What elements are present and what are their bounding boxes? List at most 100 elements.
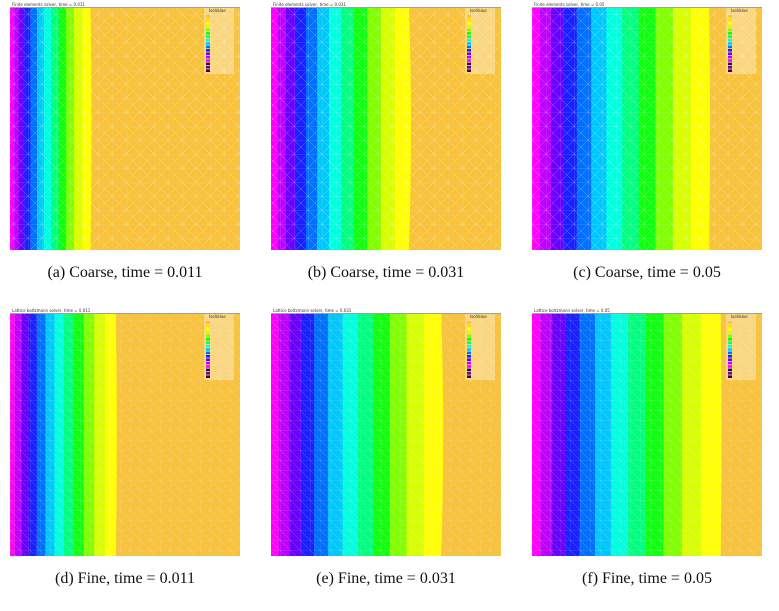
legend-swatch bbox=[206, 355, 210, 358]
legend-swatch bbox=[467, 42, 471, 45]
legend-title: IsoValue bbox=[209, 314, 226, 319]
legend-swatch bbox=[728, 28, 732, 32]
legend-swatch bbox=[467, 21, 471, 25]
legend-swatch bbox=[467, 69, 471, 72]
legend-swatch bbox=[206, 25, 210, 28]
plot-title: Finite elements solver, time = 0.05 bbox=[534, 2, 605, 7]
legend-swatch bbox=[467, 15, 471, 18]
legend-swatch bbox=[206, 69, 210, 72]
panel: Finite elements solver, time = 0.05 IsoVa… bbox=[532, 2, 762, 281]
legend-swatch bbox=[467, 358, 471, 361]
legend-swatch bbox=[206, 18, 210, 21]
legend-swatch bbox=[467, 338, 471, 341]
legend-swatch bbox=[467, 62, 471, 66]
caption: (f) Fine, time = 0.05 bbox=[582, 570, 712, 587]
legend-swatch bbox=[206, 338, 210, 341]
legend-swatch bbox=[728, 35, 732, 38]
legend-swatch bbox=[467, 375, 471, 378]
caption: (c) Coarse, time = 0.05 bbox=[573, 264, 721, 281]
legend-swatch bbox=[467, 38, 471, 42]
caption: (d) Fine, time = 0.011 bbox=[55, 570, 195, 587]
legend-swatch bbox=[467, 321, 471, 324]
legend-swatch bbox=[467, 18, 471, 21]
legend-title: IsoValue bbox=[470, 8, 487, 13]
legend-swatch bbox=[206, 365, 210, 368]
mesh bbox=[10, 313, 240, 556]
legend-swatch bbox=[728, 66, 732, 69]
legend-swatch bbox=[728, 348, 732, 351]
legend-swatch bbox=[728, 361, 732, 365]
legend-swatch bbox=[467, 52, 471, 55]
panel: Finite elements solver, time = 0.011 IsoV… bbox=[10, 2, 240, 281]
legend-swatch bbox=[206, 32, 210, 35]
legend-swatch bbox=[206, 55, 210, 59]
legend-swatch bbox=[728, 351, 732, 355]
mesh bbox=[532, 7, 762, 250]
legend-swatch bbox=[206, 321, 210, 324]
panel: Finite elements solver, time = 0.031 IsoV… bbox=[271, 2, 501, 281]
caption: (a) Coarse, time = 0.011 bbox=[47, 264, 202, 281]
legend-swatch bbox=[467, 348, 471, 351]
legend-swatch bbox=[467, 324, 471, 327]
legend-swatch bbox=[206, 368, 210, 372]
caption: (b) Coarse, time = 0.031 bbox=[308, 264, 465, 281]
legend-swatch bbox=[206, 38, 210, 42]
legend-swatch bbox=[467, 59, 471, 62]
legend-swatch bbox=[728, 32, 732, 35]
legend-swatch bbox=[206, 62, 210, 66]
legend-swatch bbox=[206, 348, 210, 351]
legend-swatch bbox=[467, 45, 471, 49]
legend-swatch bbox=[728, 358, 732, 361]
legend-swatch bbox=[728, 38, 732, 42]
legend-swatch bbox=[728, 62, 732, 66]
legend-swatch bbox=[206, 334, 210, 338]
legend-swatch bbox=[467, 368, 471, 372]
legend-swatch bbox=[728, 49, 732, 52]
legend-swatch bbox=[728, 18, 732, 21]
legend-swatch bbox=[206, 361, 210, 365]
plot-title: Lattice boltzmann solver, time = 0.031 bbox=[273, 308, 352, 313]
legend-swatch bbox=[467, 25, 471, 28]
legend-swatch bbox=[467, 361, 471, 365]
mesh bbox=[532, 313, 762, 556]
legend-swatch bbox=[728, 25, 732, 28]
legend-swatch bbox=[728, 365, 732, 368]
legend-swatch bbox=[206, 66, 210, 69]
legend-swatch bbox=[206, 327, 210, 331]
legend-swatch bbox=[728, 15, 732, 18]
legend-swatch bbox=[467, 372, 471, 375]
legend-swatch bbox=[467, 55, 471, 59]
legend-swatch bbox=[728, 341, 732, 344]
plot-title: Finite elements solver, time = 0.011 bbox=[12, 2, 85, 7]
panel: Lattice boltzmann solver, time = 0.011 Is… bbox=[10, 308, 240, 587]
legend-swatch bbox=[467, 32, 471, 35]
legend-swatch bbox=[728, 355, 732, 358]
legend-swatch bbox=[206, 358, 210, 361]
legend-swatch bbox=[467, 355, 471, 358]
legend-swatch bbox=[728, 45, 732, 49]
mesh bbox=[271, 313, 501, 556]
legend-swatch bbox=[206, 344, 210, 348]
legend-swatch bbox=[206, 45, 210, 49]
legend-swatch bbox=[206, 42, 210, 45]
legend-swatch bbox=[728, 55, 732, 59]
legend-swatch bbox=[206, 331, 210, 334]
legend-swatch bbox=[467, 365, 471, 368]
plot-title: Finite elements solver, time = 0.031 bbox=[273, 2, 346, 7]
plot-title: Lattice boltzmann solver, time = 0.05 bbox=[534, 308, 610, 313]
legend-swatch bbox=[467, 344, 471, 348]
legend-swatch bbox=[206, 15, 210, 18]
legend-swatch bbox=[467, 334, 471, 338]
legend-swatch bbox=[728, 21, 732, 25]
legend-swatch bbox=[206, 49, 210, 52]
legend-swatch bbox=[467, 35, 471, 38]
legend-swatch bbox=[728, 52, 732, 55]
legend-swatch bbox=[728, 327, 732, 331]
legend-swatch bbox=[206, 341, 210, 344]
legend-swatch bbox=[206, 59, 210, 62]
legend-swatch bbox=[728, 59, 732, 62]
legend-swatch bbox=[467, 49, 471, 52]
legend-swatch bbox=[206, 21, 210, 25]
legend-swatch bbox=[206, 35, 210, 38]
